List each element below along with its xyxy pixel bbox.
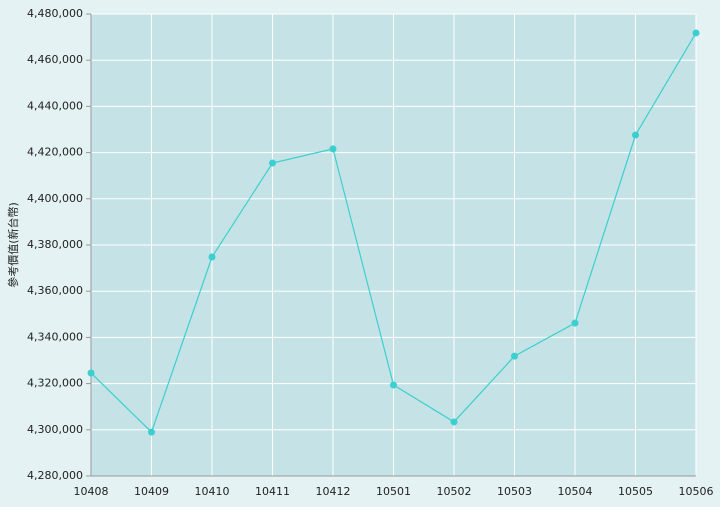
y-tick-label: 4,380,000 [27,238,83,251]
point [208,253,216,261]
point [692,29,700,37]
y-tick-label: 4,320,000 [27,377,83,390]
point [450,418,458,426]
point [87,369,95,377]
y-tick-label: 4,420,000 [27,146,83,159]
point [390,381,397,389]
x-tick-label: 10505 [618,485,653,498]
y-tick-label: 4,480,000 [27,7,83,20]
x-tick-label: 10410 [195,485,230,498]
y-tick-label: 4,280,000 [27,469,83,482]
y-tick-label: 4,300,000 [27,423,83,436]
x-tick-label: 10506 [679,485,714,498]
x-tick-label: 10504 [558,485,593,498]
x-tick-label: 10408 [74,485,109,498]
point [511,352,518,360]
point [632,131,639,139]
x-tick-label: 10502 [437,485,472,498]
x-tick-label: 10412 [316,485,351,498]
y-tick-label: 4,460,000 [27,53,83,66]
x-tick-label: 10503 [497,485,532,498]
point [329,145,337,153]
y-tick-label: 4,440,000 [27,99,83,112]
point [269,159,276,167]
x-tick-label: 10409 [134,485,169,498]
point [571,319,579,327]
x-tick-label: 10501 [376,485,411,498]
y-tick-label: 4,360,000 [27,284,83,297]
y-tick-label: 4,400,000 [27,192,83,205]
x-tick-label: 10411 [255,485,290,498]
y-tick-label: 4,340,000 [27,330,83,343]
y-axis-label: 參考價值(新台幣) [6,202,20,288]
point [148,428,155,436]
